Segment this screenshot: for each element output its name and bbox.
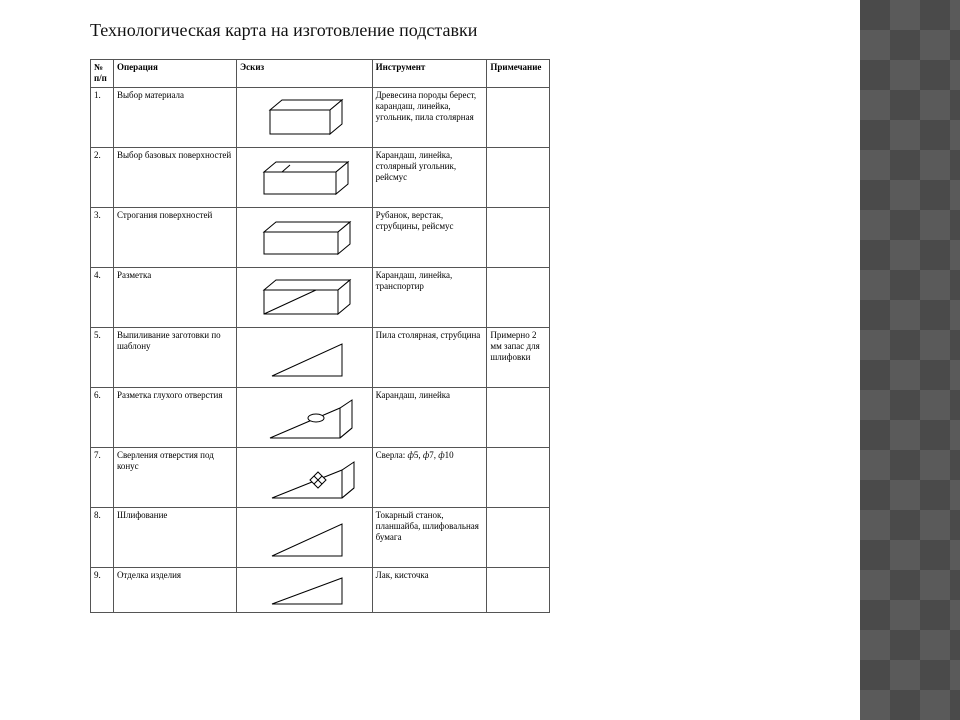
cell-tool: Пила столярная, струбцина (372, 327, 487, 387)
sketch-block-diagonal-icon (242, 270, 366, 325)
table-row: 6. Разметка глухого отверстия Карандаш, … (91, 387, 550, 447)
cell-num: 9. (91, 567, 114, 612)
cell-sketch (237, 567, 373, 612)
cell-note (487, 267, 550, 327)
cell-note (487, 567, 550, 612)
sketch-block-mark-icon (242, 150, 366, 205)
cell-sketch (237, 327, 373, 387)
table-row: 9. Отделка изделия Лак, кисточка (91, 567, 550, 612)
cell-note (487, 147, 550, 207)
cell-num: 8. (91, 507, 114, 567)
cell-sketch (237, 207, 373, 267)
cell-tool: Токарный станок, планшайба, шлифовальная… (372, 507, 487, 567)
col-note: Примечание (487, 60, 550, 88)
cell-num: 1. (91, 87, 114, 147)
cell-num: 5. (91, 327, 114, 387)
cell-tool: Карандаш, линейка, столярный угольник, р… (372, 147, 487, 207)
cell-tool: Рубанок, верстак, струбцины, рейсмус (372, 207, 487, 267)
cell-op: Выбор материала (113, 87, 236, 147)
table-row: 3. Строгания поверхностей Рубанок, верст… (91, 207, 550, 267)
sketch-wedge-icon (242, 330, 366, 385)
col-op: Операция (113, 60, 236, 88)
table-row: 8. Шлифование Токарный станок, планшайба… (91, 507, 550, 567)
cell-note: Примерно 2 мм запас для шлифовки (487, 327, 550, 387)
cell-op: Выпиливание заготовки по шаблону (113, 327, 236, 387)
cell-tool: Карандаш, линейка, транспортир (372, 267, 487, 327)
sketch-wedge-hole-icon (242, 390, 366, 445)
page-title: Технологическая карта на изготовление по… (90, 20, 820, 41)
cell-note (487, 387, 550, 447)
tool-text: Сверла: ф5, ф7, ф10 (376, 450, 454, 460)
cell-op: Выбор базовых поверхностей (113, 147, 236, 207)
col-num: № п/п (91, 60, 114, 88)
decorative-sidebar (860, 0, 960, 720)
table-row: 2. Выбор базовых поверхностей Карандаш, … (91, 147, 550, 207)
cell-sketch (237, 507, 373, 567)
cell-tool: Лак, кисточка (372, 567, 487, 612)
page-content: Технологическая карта на изготовление по… (0, 0, 860, 720)
sketch-planed-block-icon (242, 210, 366, 265)
table-row: 7. Сверления отверстия под конус (91, 447, 550, 507)
cell-op: Разметка глухого отверстия (113, 387, 236, 447)
cell-op: Отделка изделия (113, 567, 236, 612)
table-row: 4. Разметка Карандаш, линейка, транспорт… (91, 267, 550, 327)
cell-sketch (237, 447, 373, 507)
cell-note (487, 207, 550, 267)
cell-op: Разметка (113, 267, 236, 327)
table-row: 5. Выпиливание заготовки по шаблону Пила… (91, 327, 550, 387)
cell-num: 3. (91, 207, 114, 267)
cell-sketch (237, 147, 373, 207)
cell-note (487, 447, 550, 507)
tech-table: № п/п Операция Эскиз Инструмент Примечан… (90, 59, 550, 613)
col-tool: Инструмент (372, 60, 487, 88)
cell-num: 4. (91, 267, 114, 327)
cell-op: Сверления отверстия под конус (113, 447, 236, 507)
cell-sketch (237, 267, 373, 327)
cell-num: 6. (91, 387, 114, 447)
sketch-wedge-finished-icon (242, 570, 366, 610)
cell-tool: Сверла: ф5, ф7, ф10 (372, 447, 487, 507)
sketch-wedge-sanded-icon (242, 510, 366, 565)
cell-sketch (237, 87, 373, 147)
cell-num: 7. (91, 447, 114, 507)
cell-tool: Древесина породы берест, карандаш, линей… (372, 87, 487, 147)
cell-num: 2. (91, 147, 114, 207)
cell-tool: Карандаш, линейка (372, 387, 487, 447)
cell-note (487, 87, 550, 147)
cell-op: Строгания поверхностей (113, 207, 236, 267)
col-sk: Эскиз (237, 60, 373, 88)
table-header-row: № п/п Операция Эскиз Инструмент Примечан… (91, 60, 550, 88)
table-row: 1. Выбор материала Древесина породы бере… (91, 87, 550, 147)
table-body: 1. Выбор материала Древесина породы бере… (91, 87, 550, 612)
sketch-wedge-drilled-icon (242, 450, 366, 505)
cell-note (487, 507, 550, 567)
cell-op: Шлифование (113, 507, 236, 567)
sketch-block-icon (242, 90, 366, 145)
cell-sketch (237, 387, 373, 447)
